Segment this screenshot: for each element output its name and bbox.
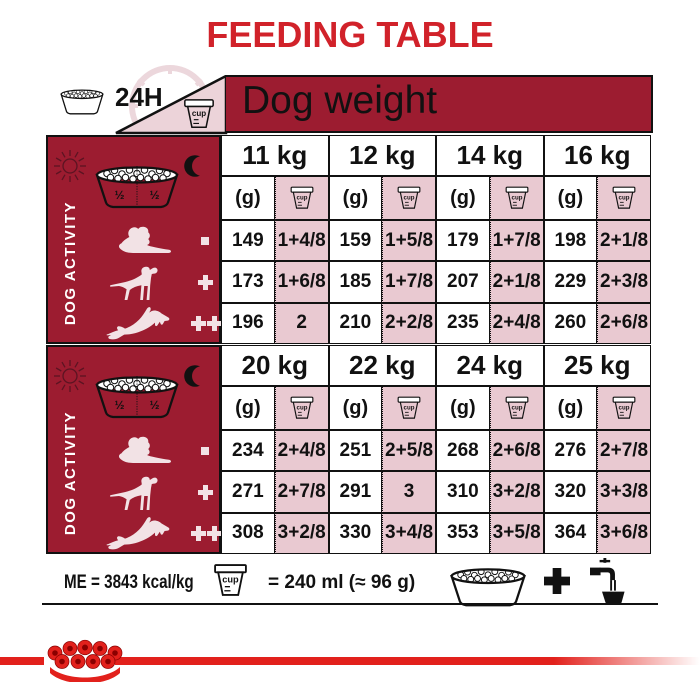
svg-text:cup: cup [192,109,206,118]
svg-text:½: ½ [114,398,124,412]
svg-text:cup: cup [222,575,239,585]
svg-text:cup: cup [296,194,307,201]
svg-text:cup: cup [511,194,522,201]
svg-text:½: ½ [114,188,124,202]
svg-text:cup: cup [404,194,415,201]
svg-text:½: ½ [149,398,159,412]
svg-text:cup: cup [296,404,307,411]
svg-text:cup: cup [619,404,630,411]
svg-text:½: ½ [149,188,159,202]
svg-text:cup: cup [511,404,522,411]
svg-text:cup: cup [404,404,415,411]
svg-text:cup: cup [619,194,630,201]
